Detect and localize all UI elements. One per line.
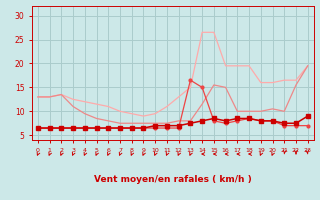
Text: Vent moyen/en rafales ( km/h ): Vent moyen/en rafales ( km/h ) xyxy=(94,175,252,184)
